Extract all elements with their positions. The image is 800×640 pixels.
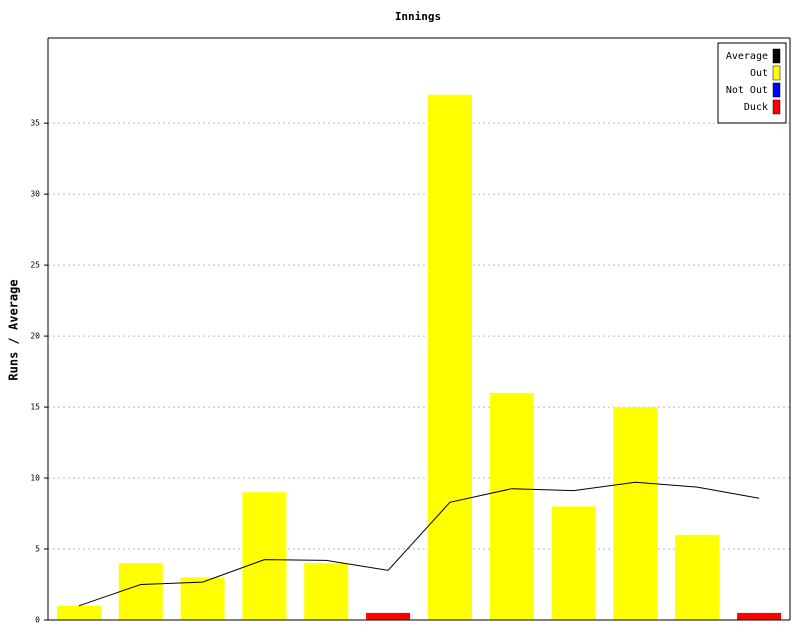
average-line <box>78 481 760 607</box>
bar <box>118 563 163 620</box>
chart-title: Innings <box>395 10 441 23</box>
legend-swatch <box>772 48 781 64</box>
bar <box>613 407 658 620</box>
bar <box>737 612 782 620</box>
bar <box>675 534 720 620</box>
y-tick-label: 15 <box>30 403 40 412</box>
bar <box>56 605 101 620</box>
legend-label: Duck <box>744 102 768 113</box>
bar <box>551 506 596 620</box>
y-tick-label: 30 <box>30 190 40 199</box>
y-tick-label: 20 <box>30 332 40 341</box>
y-tick-label: 0 <box>35 616 40 625</box>
bar <box>242 492 287 620</box>
legend-label: Average <box>726 51 768 62</box>
y-axis-label: Runs / Average <box>7 279 21 380</box>
bar <box>366 612 411 620</box>
legend-swatch <box>772 99 781 115</box>
bar <box>180 577 225 620</box>
bar <box>427 94 472 620</box>
legend-label: Not Out <box>726 85 768 96</box>
legend-label: Out <box>750 68 768 79</box>
bar <box>304 563 349 620</box>
y-tick-label: 10 <box>30 474 40 483</box>
legend-swatch <box>772 65 781 81</box>
y-tick-label: 5 <box>35 545 40 554</box>
y-tick-label: 25 <box>30 261 40 270</box>
y-tick-label: 35 <box>30 119 40 128</box>
bar <box>489 392 534 620</box>
legend-swatch <box>772 82 781 98</box>
